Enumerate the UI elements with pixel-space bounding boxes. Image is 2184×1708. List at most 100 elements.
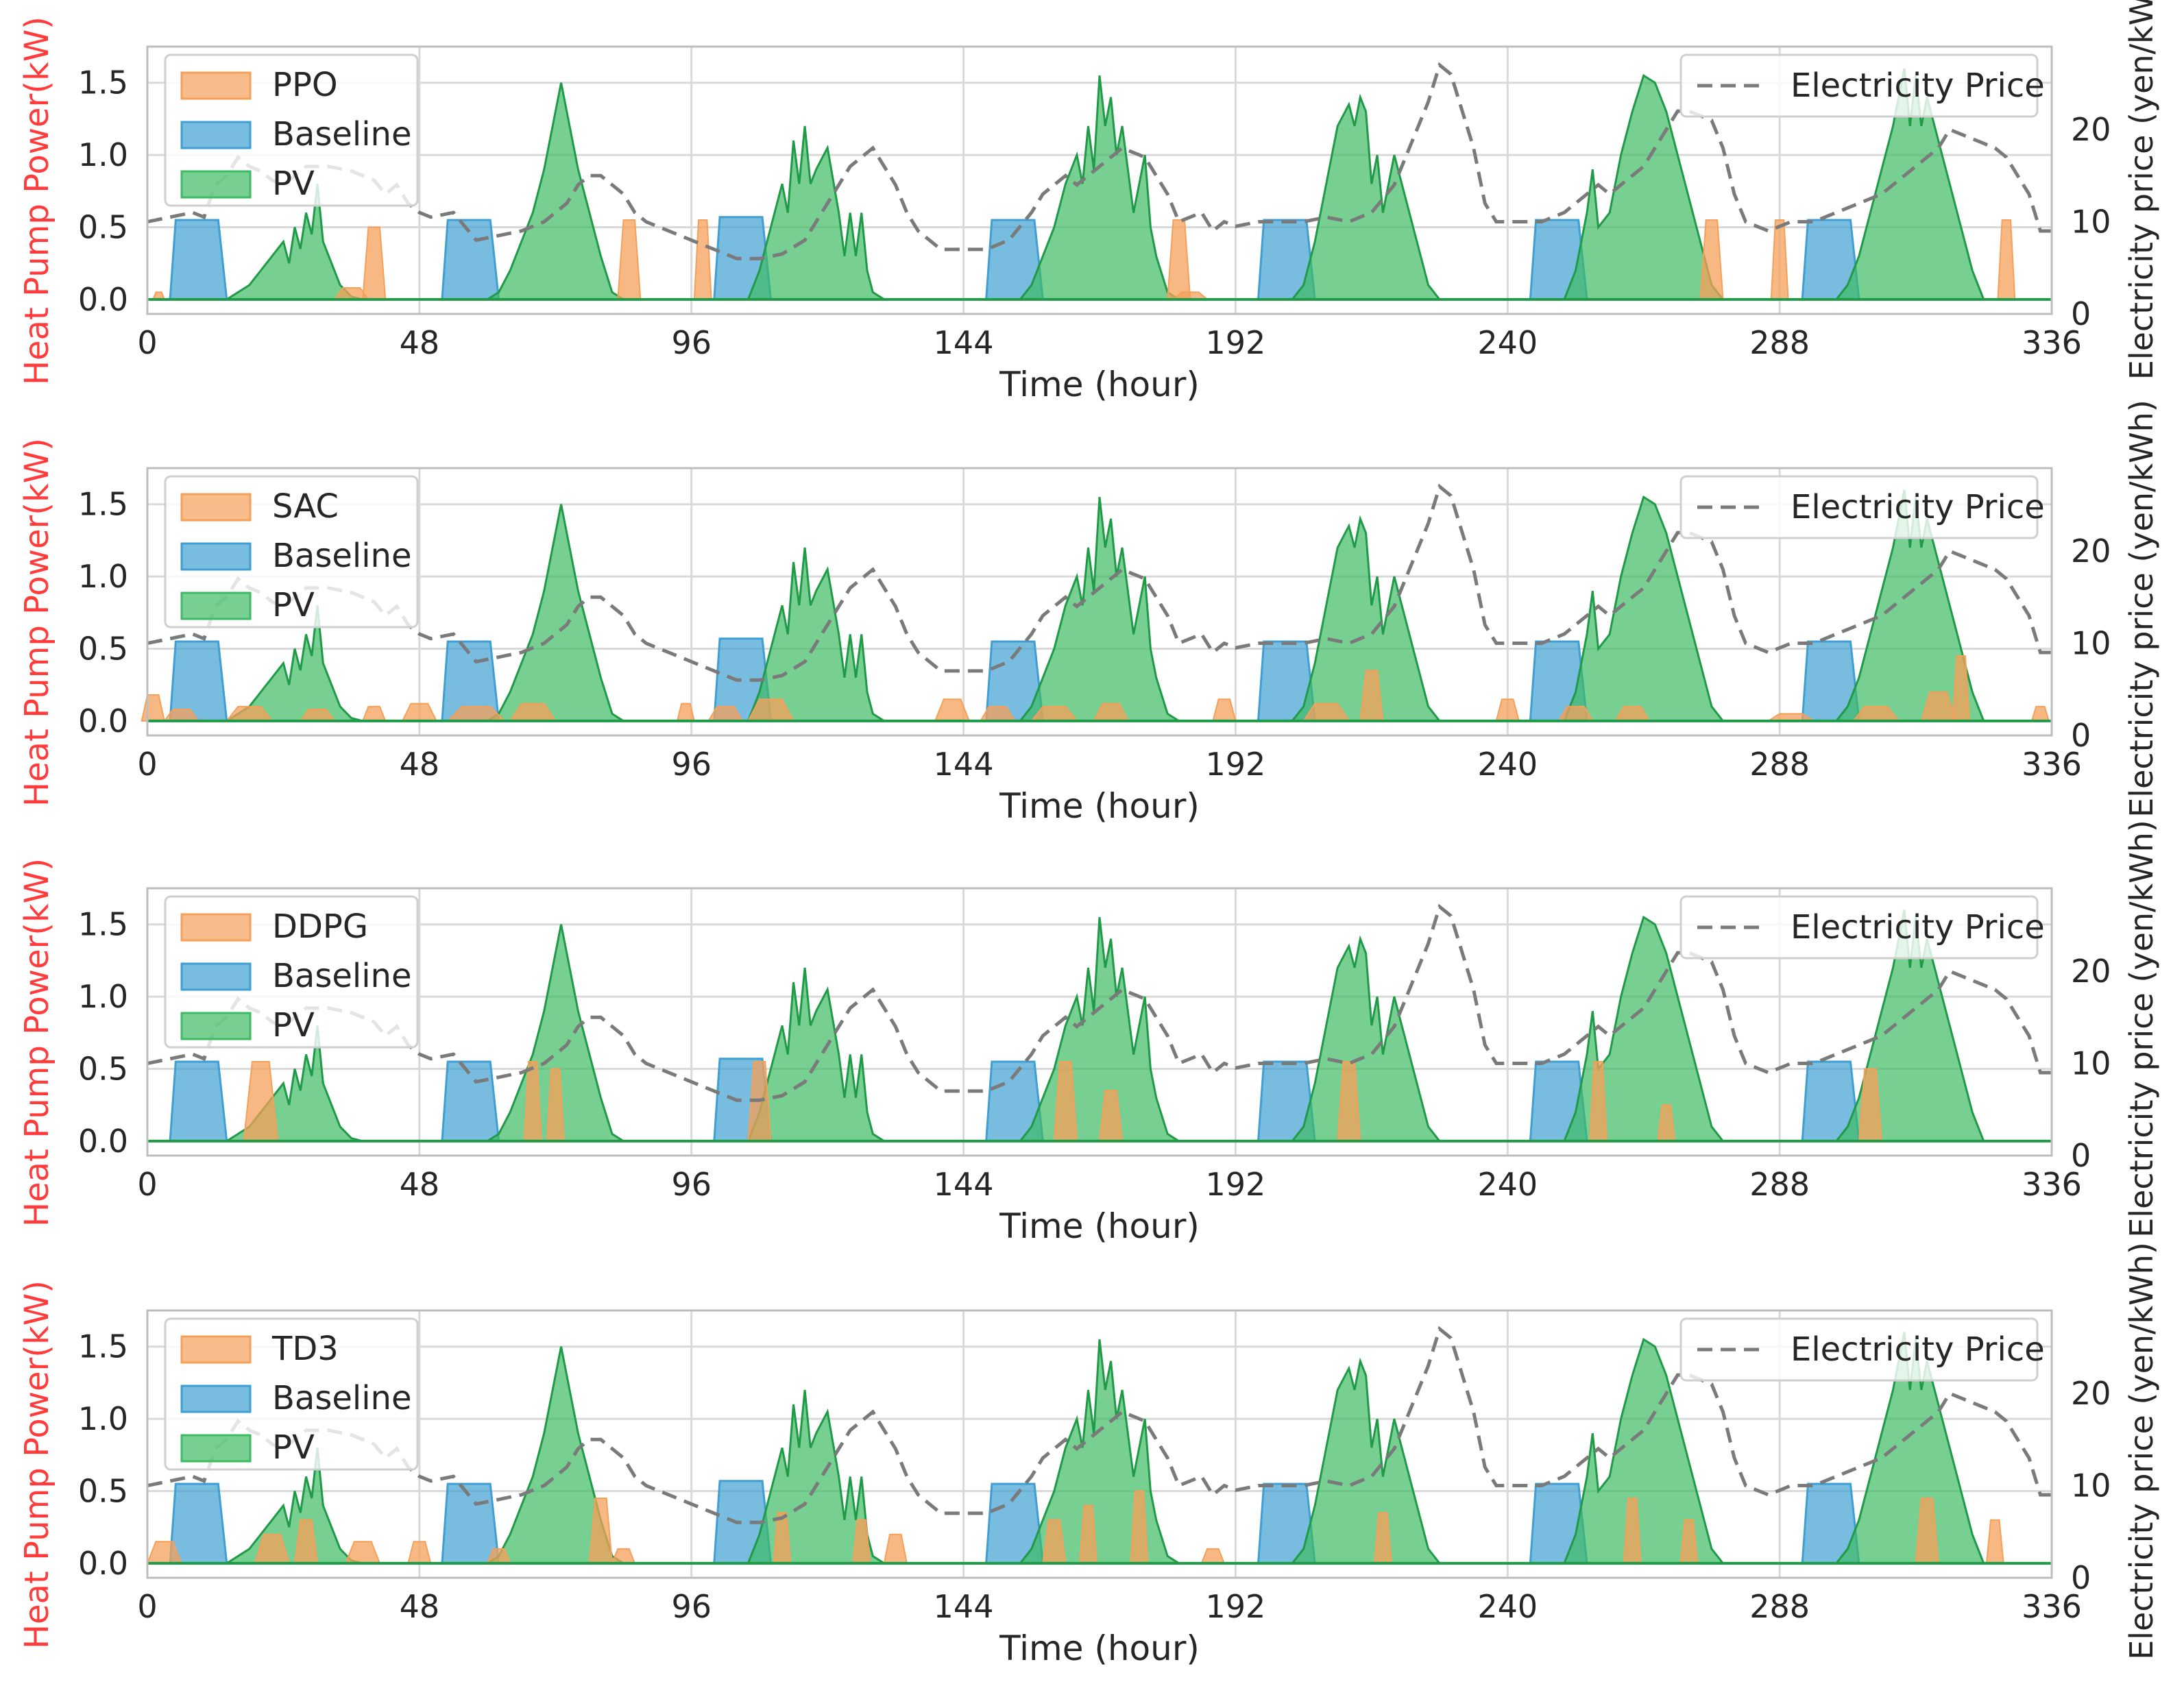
x-tick-label: 288 (1749, 746, 1810, 783)
y-tick-label-left: 0.0 (78, 1123, 128, 1160)
agent-area (883, 1533, 908, 1564)
legend-label: PV (272, 164, 315, 203)
legend-label: SAC (272, 487, 339, 526)
axes-frame (146, 887, 2053, 1157)
legend-label: Baseline (272, 1379, 412, 1417)
y-tick-label-right: 0 (2071, 295, 2091, 332)
agent-area (1167, 219, 1191, 300)
agent-area (1212, 698, 1237, 722)
axes-frame (146, 45, 2053, 315)
x-tick-label: 336 (2022, 1166, 2082, 1203)
y-axis-label-left: Heat Pump Power(kW) (18, 438, 56, 807)
x-tick-label: 288 (1749, 1588, 1810, 1625)
agent-area (1770, 219, 1789, 300)
y-tick-label-right: 10 (2071, 1467, 2111, 1504)
x-tick-label: 48 (400, 1588, 440, 1625)
x-tick-label: 0 (137, 324, 157, 361)
agent-area (401, 703, 438, 722)
legend-left: DDPG Baseline PV (164, 895, 419, 1049)
legend-label: Electricity Price (1791, 66, 2045, 105)
x-axis-label: Time (hour) (999, 786, 1200, 826)
legend-swatch-pv (180, 591, 252, 620)
price-line (147, 483, 2052, 682)
y-axis-label-left: Heat Pump Power(kW) (18, 16, 56, 385)
agent-area (611, 1548, 636, 1564)
y-tick-label-left: 1.5 (78, 1328, 128, 1365)
legend-frame (1679, 895, 2039, 960)
legend-swatch-baseline (180, 542, 252, 571)
y-tick-label-left: 0.5 (78, 1051, 128, 1088)
x-tick-label: 144 (934, 746, 994, 783)
legend-swatch-baseline (180, 962, 252, 991)
x-tick-label: 192 (1206, 1588, 1266, 1625)
x-tick-label: 336 (2022, 746, 2082, 783)
legend-label: PPO (272, 66, 338, 104)
y-tick-label-right: 10 (2071, 625, 2111, 662)
x-tick-label: 288 (1749, 1166, 1810, 1203)
x-tick-label: 144 (934, 1588, 994, 1625)
y-tick-label-left: 0.5 (78, 209, 128, 246)
x-tick-label: 192 (1206, 324, 1266, 361)
agent-area (1985, 1519, 2004, 1564)
legend-frame (1679, 475, 2039, 539)
pv-area (147, 489, 2052, 722)
y-tick-label-left: 0.5 (78, 631, 128, 668)
subplot-ppo: 0 48 96 144 192 240 288 336 0.0 0.5 1.0 1.5 0 10 20 Tim… (18, 0, 2160, 404)
axes-frame (146, 467, 2053, 737)
y-axis-label-left: Heat Pump Power(kW) (18, 858, 56, 1227)
agent-area (243, 1060, 279, 1142)
legend-swatch-agent (180, 1335, 252, 1364)
x-tick-label: 336 (2022, 1588, 2082, 1625)
legend-swatch-baseline (180, 1384, 252, 1413)
legend-swatch-agent (180, 71, 252, 100)
legend-frame (1679, 53, 2039, 118)
y-axis-label-right: Electricity price (yen/kWh) (2123, 820, 2160, 1238)
agent-area (141, 694, 166, 722)
baseline-area (441, 219, 500, 301)
legend-label: PV (272, 586, 315, 624)
legend-swatch-pv (180, 1434, 252, 1463)
pv-area (147, 68, 2052, 301)
y-tick-label-left: 1.5 (78, 64, 128, 101)
legend-swatch-agent (180, 913, 252, 942)
legend-label: Electricity Price (1791, 908, 2045, 947)
price-line (147, 1326, 2052, 1524)
agent-area (2030, 705, 2050, 722)
x-tick-label: 144 (934, 324, 994, 361)
y-tick-label-right: 20 (2071, 953, 2111, 990)
subplot-ddpg: 0 48 96 144 192 240 288 336 0.0 0.5 1.0 1.5 0 10 20 Tim… (18, 820, 2160, 1246)
baseline-area (169, 1483, 228, 1565)
baseline-area (441, 1060, 500, 1143)
subplot-sac: 0 48 96 144 192 240 288 336 0.0 0.5 1.0 1.5 0 10 20 Tim… (18, 400, 2160, 826)
y-tick-label-left: 0.5 (78, 1473, 128, 1510)
legend-label: Baseline (272, 537, 412, 575)
y-tick-label-left: 1.0 (78, 558, 128, 595)
x-tick-label: 48 (400, 324, 440, 361)
x-axis-label: Time (hour) (999, 365, 1200, 404)
x-tick-label: 192 (1206, 1166, 1266, 1203)
legend-swatch-pv (180, 1012, 252, 1040)
legend-left: TD3 Baseline PV (164, 1317, 419, 1471)
agent-area (1699, 219, 1724, 300)
y-tick-label-left: 1.0 (78, 1400, 128, 1437)
x-tick-label: 192 (1206, 746, 1266, 783)
legend-label: PV (272, 1006, 315, 1045)
legend-left: SAC Baseline PV (164, 475, 419, 629)
agent-area (1997, 219, 2016, 300)
y-axis-label-right: Electricity price (yen/kWh) (2123, 1242, 2160, 1660)
pv-area (147, 1332, 2052, 1565)
y-axis-label-right: Electricity price (yen/kWh) (2123, 400, 2160, 818)
baseline-area (169, 219, 228, 301)
agent-area (362, 226, 387, 300)
legend-right: Electricity Price (1679, 895, 2045, 960)
y-tick-label-right: 10 (2071, 204, 2111, 241)
legend-swatch-agent (180, 493, 252, 522)
agent-area (693, 219, 712, 300)
baseline-area (441, 1483, 500, 1565)
price-line (147, 62, 2052, 260)
x-tick-label: 240 (1477, 324, 1538, 361)
y-tick-label-left: 1.5 (78, 486, 128, 523)
subplot-td3: 0 48 96 144 192 240 288 336 0.0 0.5 1.0 1.5 0 10 20 Tim… (18, 1242, 2160, 1668)
legend-label: Electricity Price (1791, 488, 2045, 526)
